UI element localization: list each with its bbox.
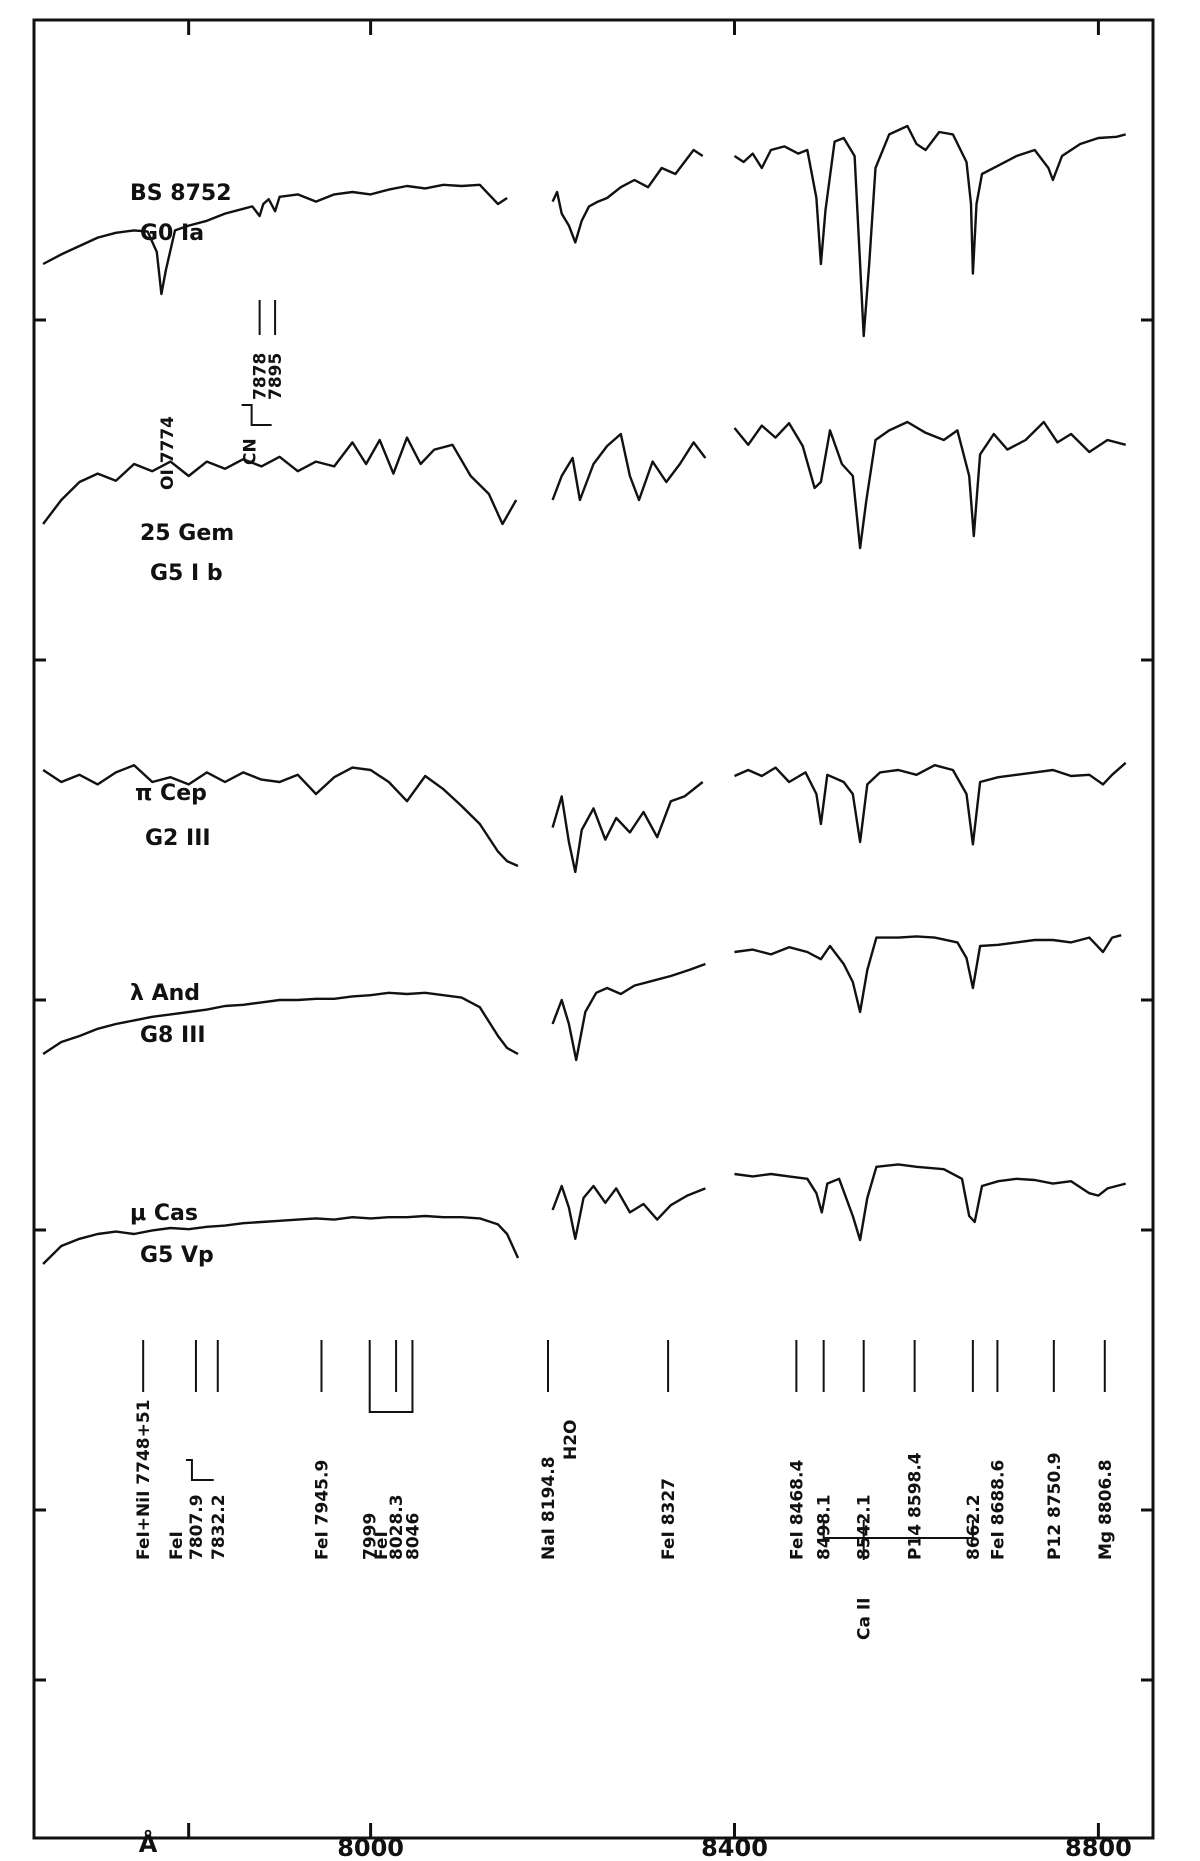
axis-ticks: 8000 8400 8800 Å — [34, 18, 1153, 1861]
fei-bracket-2 — [368, 1392, 414, 1413]
cn-7895-label: 7895 — [266, 353, 286, 400]
line-id-label: P12 8750.9 — [1045, 1452, 1065, 1560]
spectrum-line-3-segment-3 — [734, 761, 1127, 846]
x-tick-label: 8000 — [337, 1834, 404, 1861]
x-tick-label: 8400 — [701, 1834, 768, 1861]
spectrum-line-2-segment-1 — [42, 436, 518, 526]
star-spectral-class: G5 I b — [150, 561, 223, 586]
spectrum-line-2-segment-2 — [551, 432, 707, 502]
line-id-label: 7832.2 — [209, 1494, 229, 1560]
spectrum-line-1-segment-2 — [551, 148, 704, 244]
caii-label: Ca II — [855, 1597, 875, 1640]
star-name: 25 Gem — [140, 521, 234, 546]
star-spectral-class: G5 Vp — [140, 1243, 214, 1268]
cn-bracket — [241, 404, 272, 426]
line-id-label: P14 8598.4 — [906, 1452, 926, 1560]
spectrum-line-5-segment-3 — [734, 1163, 1127, 1242]
line-id-label: NaI 8194.8 — [539, 1456, 559, 1560]
star-name: BS 8752 — [130, 181, 232, 206]
line-id-label: FeI 8327 — [659, 1478, 679, 1560]
line-id-label: FeI 8468.4 — [787, 1460, 807, 1560]
fei-bracket-1 — [185, 1459, 214, 1481]
line-id-label: 8028.3 — [387, 1494, 407, 1560]
star-spectral-class: G8 III — [140, 1023, 206, 1048]
spectrum-line-1-segment-1 — [42, 183, 508, 296]
oi-7774-label: OI 7774 — [158, 416, 178, 490]
line-id-label: FeI+NiI 7748+51 — [134, 1399, 154, 1560]
spectrum-line-5-segment-1 — [42, 1214, 520, 1265]
spectrum-line-5-segment-2 — [551, 1184, 706, 1240]
star-name: λ And — [130, 981, 200, 1006]
cn-7878-label: 7878 — [251, 353, 271, 400]
spectrum-line-1-segment-3 — [733, 124, 1127, 338]
line-identifications: FeI+NiI 7748+51 7807.9 7832.2 FeI 7945.9 799… — [134, 1340, 1116, 1640]
spectrum-line-3-segment-2 — [551, 781, 704, 874]
spectrum-line-4-segment-3 — [734, 934, 1122, 1014]
star-name: μ Cas — [130, 1201, 198, 1226]
caii-bracket — [822, 1520, 974, 1560]
star-labels: BS 8752 G0 Ia 25 Gem G5 I b π Cep G2 III λ And… — [130, 181, 234, 1268]
line-id-label: FeI 8688.6 — [988, 1460, 1008, 1560]
cn-label: CN — [241, 438, 261, 465]
spectrum-line-4-segment-1 — [42, 991, 519, 1056]
line-id-label: 7999 — [361, 1513, 381, 1560]
spectrum-line-3-segment-1 — [42, 764, 519, 868]
x-axis-unit-label: Å — [139, 1829, 158, 1858]
h2o-label: H2O — [561, 1419, 581, 1460]
spectrum-line-4-segment-2 — [551, 962, 706, 1062]
fei-group-label-2: FeI — [372, 1531, 392, 1560]
star-name: π Cep — [135, 781, 207, 806]
spectrum-line-2-segment-3 — [733, 420, 1127, 550]
star-spectral-class: G0 Ia — [140, 221, 204, 246]
spectra — [42, 124, 1127, 1265]
line-id-label: 7807.9 — [187, 1494, 207, 1560]
plot-frame — [32, 18, 1155, 1840]
x-tick-label: 8800 — [1065, 1834, 1132, 1861]
line-id-label: FeI 7945.9 — [312, 1460, 332, 1560]
line-id-label: 8046 — [403, 1513, 423, 1560]
star-spectral-class: G2 III — [145, 826, 211, 851]
line-id-label: Mg 8806.8 — [1096, 1459, 1116, 1560]
fei-group-label-1: FeI — [167, 1531, 187, 1560]
